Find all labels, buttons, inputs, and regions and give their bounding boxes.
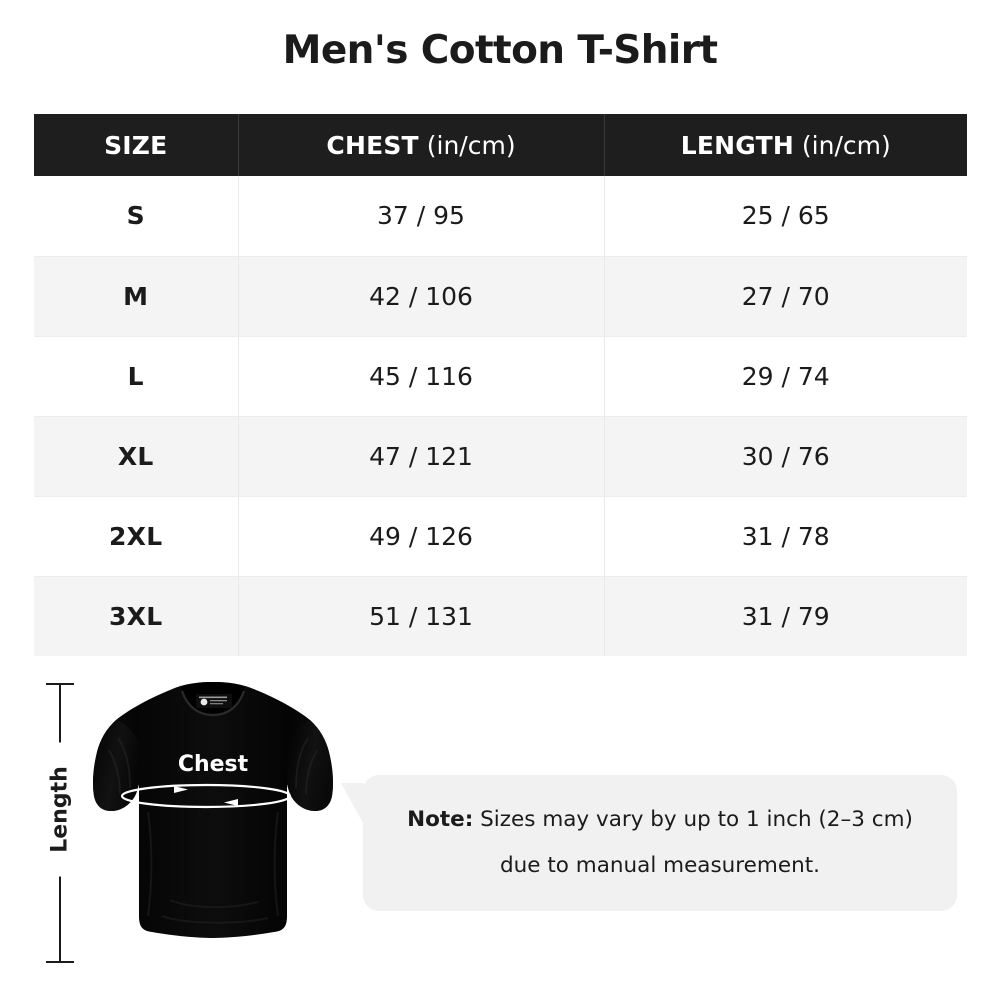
table-row: 3XL 51 / 131 31 / 79	[34, 576, 967, 656]
cell-chest: 51 / 131	[238, 576, 605, 656]
note-line-2: due to manual measurement.	[500, 853, 820, 878]
tshirt-fabric-folds	[147, 811, 279, 924]
tshirt-body-shape	[93, 682, 333, 938]
table-header: SIZE CHEST (in/cm) LENGTH (in/cm)	[34, 114, 967, 176]
cell-chest: 37 / 95	[238, 176, 605, 257]
column-header-length-unit: (in/cm)	[793, 130, 891, 160]
table-body: S 37 / 95 25 / 65 M 42 / 106 27 / 70 L 4…	[34, 176, 967, 656]
cell-size: 3XL	[34, 576, 239, 656]
cell-length: 29 / 74	[604, 336, 967, 417]
cell-chest: 47 / 121	[238, 416, 605, 497]
note-text-line1: Sizes may vary by up to 1 inch (2–3 cm)	[473, 807, 913, 832]
cell-size: XL	[34, 416, 239, 497]
note-bubble: Note: Sizes may vary by up to 1 inch (2–…	[341, 775, 957, 911]
column-header-chest-unit: (in/cm)	[418, 130, 516, 160]
length-measure-bracket: Length	[40, 683, 80, 963]
column-header-size: SIZE	[34, 114, 239, 176]
tshirt-illustration	[78, 672, 348, 972]
table-row: XL 47 / 121 30 / 76	[34, 416, 967, 497]
table-row: S 37 / 95 25 / 65	[34, 176, 967, 257]
cell-length: 27 / 70	[604, 256, 967, 337]
size-chart-table: SIZE CHEST (in/cm) LENGTH (in/cm) S 37 /…	[34, 114, 967, 656]
note-prefix: Note:	[407, 807, 474, 832]
page-title: Men's Cotton T-Shirt	[282, 28, 718, 73]
column-header-size-label: SIZE	[104, 130, 168, 160]
column-header-length-label: LENGTH	[680, 130, 794, 160]
cell-size: L	[34, 336, 239, 417]
tshirt-collar-highlight	[180, 690, 246, 717]
tshirt-sleeve-wrinkles	[108, 737, 318, 795]
table-row: M 42 / 106 27 / 70	[34, 256, 967, 337]
table-header-row: SIZE CHEST (in/cm) LENGTH (in/cm)	[34, 114, 967, 176]
column-header-chest: CHEST (in/cm)	[238, 114, 605, 176]
length-bracket-top-cap	[46, 683, 74, 685]
note-line-1: Note: Sizes may vary by up to 1 inch (2–…	[407, 797, 913, 843]
table-row: L 45 / 116 29 / 74	[34, 336, 967, 417]
length-label: Length	[41, 742, 79, 877]
cell-length: 31 / 79	[604, 576, 967, 656]
cell-length: 30 / 76	[604, 416, 967, 497]
cell-size: M	[34, 256, 239, 337]
cell-chest: 45 / 116	[238, 336, 605, 417]
cell-length: 25 / 65	[604, 176, 967, 257]
note-bubble-tail	[341, 783, 364, 825]
cell-length: 31 / 78	[604, 496, 967, 577]
column-header-length: LENGTH (in/cm)	[604, 114, 967, 176]
table-row: 2XL 49 / 126 31 / 78	[34, 496, 967, 577]
tshirt-neck-tag	[196, 694, 232, 708]
cell-size: S	[34, 176, 239, 257]
length-bracket-bottom-cap	[46, 961, 74, 963]
cell-chest: 49 / 126	[238, 496, 605, 577]
column-header-chest-label: CHEST	[326, 130, 419, 160]
cell-size: 2XL	[34, 496, 239, 577]
cell-chest: 42 / 106	[238, 256, 605, 337]
